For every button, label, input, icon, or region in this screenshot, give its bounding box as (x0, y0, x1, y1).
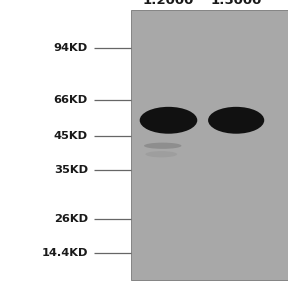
Text: 66KD: 66KD (54, 95, 88, 106)
Text: 94KD: 94KD (54, 43, 88, 53)
Text: 45KD: 45KD (54, 131, 88, 141)
Text: 1:2000: 1:2000 (143, 0, 194, 7)
Ellipse shape (144, 143, 181, 149)
Text: 14.4KD: 14.4KD (41, 248, 88, 258)
Ellipse shape (208, 107, 264, 134)
Text: 1:5000: 1:5000 (211, 0, 262, 7)
Bar (131, 10, 288, 280)
Text: 26KD: 26KD (54, 214, 88, 224)
Text: 35KD: 35KD (54, 165, 88, 175)
Ellipse shape (140, 107, 197, 134)
Ellipse shape (145, 151, 177, 157)
